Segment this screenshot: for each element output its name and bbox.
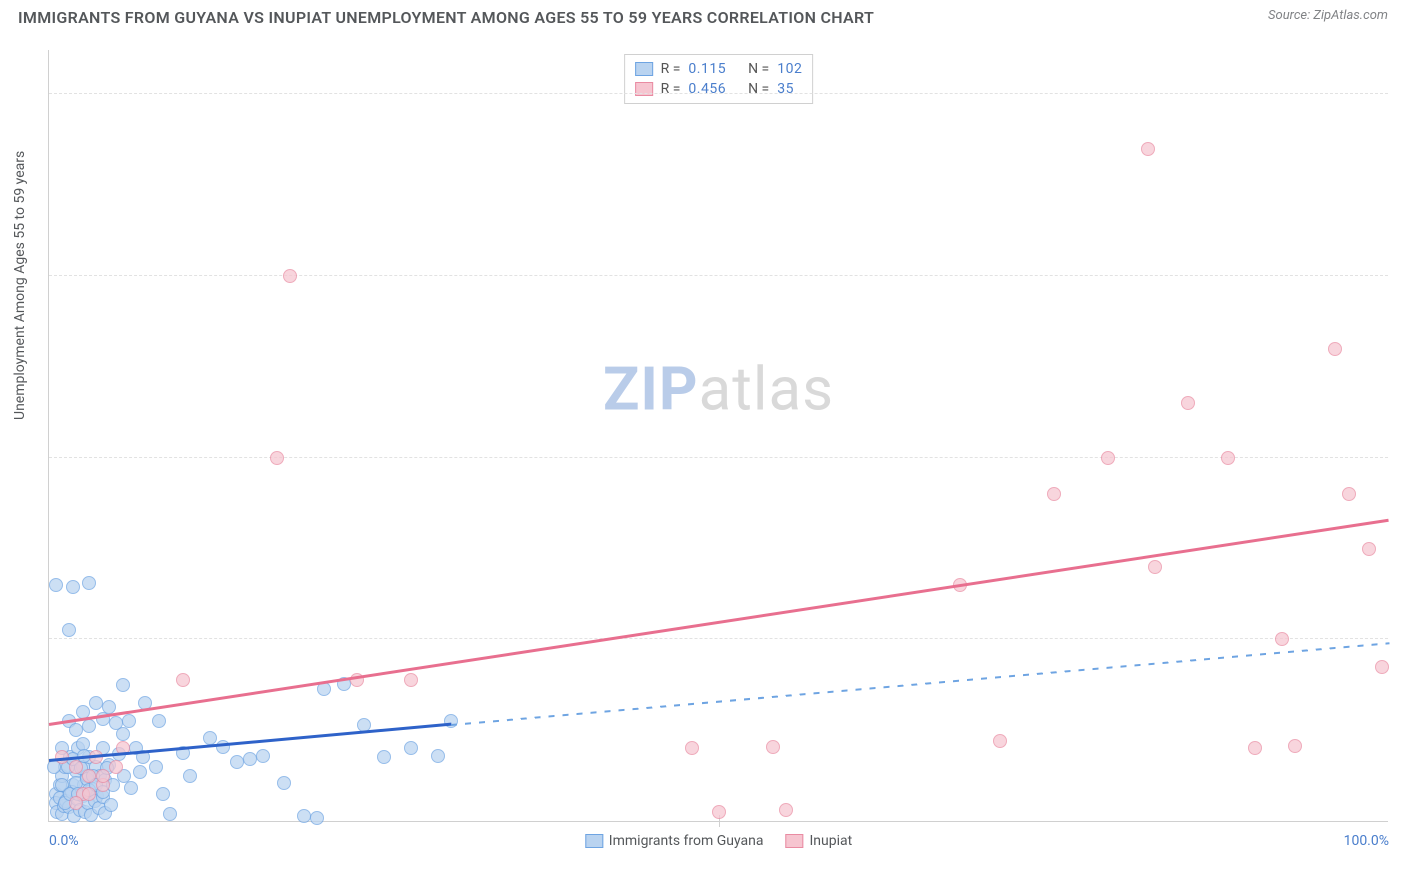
data-point: [122, 714, 136, 728]
data-point: [69, 796, 83, 810]
data-point: [712, 805, 726, 819]
watermark-atlas: atlas: [699, 354, 834, 425]
y-tick-label: 20.0%: [1392, 631, 1406, 647]
correlation-legend: R = 0.115 N = 102 R = 0.456 N = 35: [624, 54, 814, 104]
n-value-inupiat: 35: [777, 79, 794, 99]
data-point: [62, 623, 76, 637]
data-point: [243, 752, 257, 766]
data-point: [1328, 342, 1342, 356]
legend-swatch-guyana: [585, 834, 603, 848]
data-point: [1375, 660, 1389, 674]
data-point: [377, 750, 391, 764]
data-point: [152, 714, 166, 728]
x-tick-label: 100.0%: [1344, 833, 1389, 849]
data-point: [1148, 560, 1162, 574]
gridline-h: [49, 275, 1388, 276]
data-point: [310, 811, 324, 825]
data-point: [49, 578, 63, 592]
legend-swatch-guyana: [635, 62, 653, 76]
data-point: [1288, 739, 1302, 753]
watermark-zip: ZIP: [603, 354, 699, 425]
data-point: [89, 696, 103, 710]
data-point: [96, 769, 110, 783]
data-point: [82, 576, 96, 590]
data-point: [1362, 542, 1376, 556]
data-point: [1342, 487, 1356, 501]
data-point: [685, 741, 699, 755]
data-point: [133, 765, 147, 779]
data-point: [116, 678, 130, 692]
legend-item-guyana: Immigrants from Guyana: [585, 833, 764, 849]
n-label: N =: [748, 79, 769, 99]
legend-label-inupiat: Inupiat: [809, 833, 852, 849]
data-point: [779, 803, 793, 817]
data-point: [1181, 396, 1195, 410]
n-label: N =: [748, 59, 769, 79]
legend-row-inupiat: R = 0.456 N = 35: [635, 79, 803, 99]
data-point: [66, 580, 80, 594]
data-point: [124, 781, 138, 795]
data-point: [993, 734, 1007, 748]
data-point: [156, 787, 170, 801]
y-tick-label: 80.0%: [1392, 86, 1406, 102]
data-point: [149, 760, 163, 774]
y-axis-label: Unemployment Among Ages 55 to 59 years: [12, 151, 28, 420]
chart-title: IMMIGRANTS FROM GUYANA VS INUPIAT UNEMPL…: [18, 8, 874, 27]
r-label: R =: [661, 59, 681, 79]
data-point: [109, 760, 123, 774]
data-point: [82, 719, 96, 733]
source-attribution: Source: ZipAtlas.com: [1268, 8, 1388, 23]
data-point: [431, 749, 445, 763]
series-legend: Immigrants from Guyana Inupiat: [585, 833, 852, 849]
data-point: [104, 798, 118, 812]
data-point: [404, 741, 418, 755]
r-value-inupiat: 0.456: [688, 79, 726, 99]
data-point: [1275, 632, 1289, 646]
gridline-h: [49, 638, 1388, 639]
trendline: [49, 518, 1389, 725]
data-point: [116, 727, 130, 741]
y-tick-label: 40.0%: [1392, 450, 1406, 466]
gridline-h: [49, 457, 1388, 458]
data-point: [183, 769, 197, 783]
data-point: [1141, 142, 1155, 156]
data-point: [404, 673, 418, 687]
data-point: [1047, 487, 1061, 501]
trendline: [451, 642, 1389, 725]
gridline-h: [49, 93, 1388, 94]
r-value-guyana: 0.115: [688, 59, 726, 79]
data-point: [270, 451, 284, 465]
legend-row-guyana: R = 0.115 N = 102: [635, 59, 803, 79]
data-point: [82, 769, 96, 783]
data-point: [1248, 741, 1262, 755]
r-label: R =: [661, 79, 681, 99]
y-tick-label: 60.0%: [1392, 268, 1406, 284]
legend-item-inupiat: Inupiat: [785, 833, 852, 849]
data-point: [176, 673, 190, 687]
data-point: [69, 723, 83, 737]
data-point: [1221, 451, 1235, 465]
legend-label-guyana: Immigrants from Guyana: [609, 833, 764, 849]
x-tick-label: 0.0%: [49, 833, 79, 849]
data-point: [230, 755, 244, 769]
chart-plot-area: ZIPatlas R = 0.115 N = 102 R = 0.456 N =…: [48, 50, 1388, 822]
legend-swatch-inupiat: [785, 834, 803, 848]
data-point: [766, 740, 780, 754]
data-point: [69, 760, 83, 774]
data-point: [297, 809, 311, 823]
data-point: [277, 776, 291, 790]
data-point: [163, 807, 177, 821]
data-point: [1101, 451, 1115, 465]
n-value-guyana: 102: [777, 59, 802, 79]
data-point: [256, 749, 270, 763]
watermark: ZIPatlas: [603, 354, 834, 425]
data-point: [283, 269, 297, 283]
data-point: [82, 787, 96, 801]
